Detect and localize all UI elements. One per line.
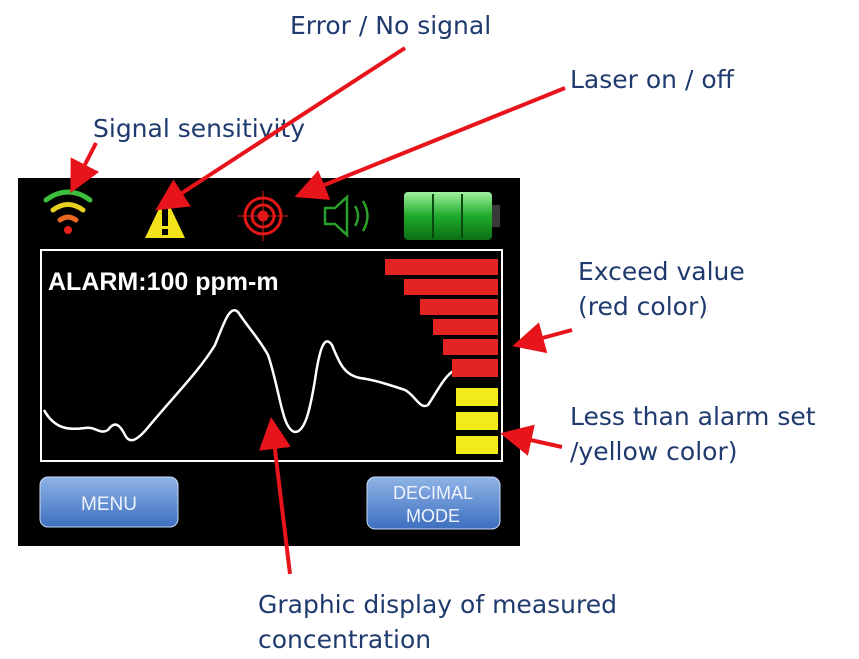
annotation: Error / No signal [290,11,491,40]
annotation: Signal sensitivity [93,114,305,143]
battery-icon [404,192,500,240]
annotation: Laser on / off [570,65,735,94]
annotation: (red color) [578,292,708,321]
diagram: ALARM:100 ppm-m MENU DECIMAL MODE Error … [0,0,859,659]
button-label: MENU [81,494,137,515]
annotated-screen: ALARM:100 ppm-m MENU DECIMAL MODE Error … [0,0,859,659]
alarm-label: ALARM:100 ppm-m [48,268,279,296]
button-label: DECIMAL [393,483,473,503]
annotation: concentration [258,625,431,654]
annotation: Exceed value [578,257,745,286]
annotation: Graphic display of measured [258,590,617,619]
annotation: Less than alarm set [570,402,816,431]
annotation: /yellow color) [570,437,738,466]
button-label: MODE [406,506,460,526]
